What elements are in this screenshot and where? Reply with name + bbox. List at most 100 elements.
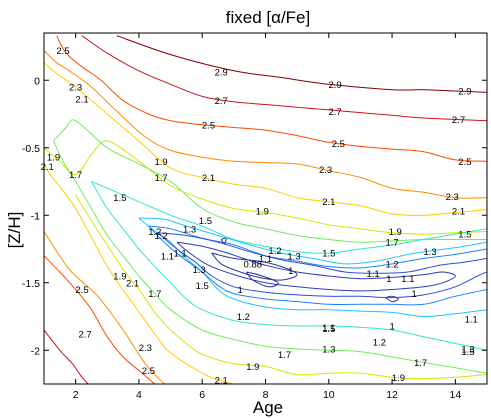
contour-line-2_5: [44, 255, 156, 384]
contour-line-2_3: [44, 50, 487, 199]
contour-label: 1.7: [154, 173, 167, 184]
chart-title: fixed [α/Fe]: [226, 8, 310, 27]
contour-label: 2.7: [328, 107, 341, 118]
contour-label: 2.9: [215, 68, 228, 79]
contour-label: 2.5: [75, 285, 88, 296]
contour-label: 1.2: [237, 312, 250, 323]
y-tick-label: -2: [31, 345, 40, 357]
contour-label: 1.1: [465, 315, 478, 326]
contour-label: 1.7: [414, 358, 427, 369]
contour-line-1: [176, 241, 456, 292]
contour-line-1_3: [138, 217, 487, 265]
contour-label: 2.3: [446, 192, 459, 203]
contour-line-0_88: [246, 271, 279, 288]
contour-label: 1.9: [47, 153, 60, 164]
contour-line-2_1: [44, 62, 487, 216]
y-tick-label: -0.5: [22, 143, 40, 155]
contour-line-0_88: [220, 237, 227, 245]
contour-line-1_5: [91, 181, 487, 351]
contour-label: 1.7: [69, 170, 82, 181]
contour-label: 2.3: [139, 343, 152, 354]
contour-label: 1.9: [154, 157, 167, 168]
contour-label: 2.9: [458, 87, 471, 98]
contour-label: 1.2: [154, 231, 167, 242]
contour-label: 1.3: [183, 224, 196, 235]
contour-label: 2.1: [215, 375, 228, 386]
contour-label: 2.1: [75, 95, 88, 106]
contour-label: 1.7: [385, 238, 398, 249]
contour-label: 1.1: [259, 254, 272, 265]
x-tick-label: 6: [199, 389, 205, 401]
contour-line-2_7: [81, 35, 487, 122]
contour-line-2_5: [56, 35, 487, 162]
contour-label: 1.3: [322, 344, 335, 355]
contour-label: 1.5: [113, 193, 126, 204]
contour-line-1_2: [148, 225, 487, 306]
contour-line-2_3: [44, 231, 165, 384]
contour-label: 2.1: [126, 278, 139, 289]
contour-label: 1.5: [322, 324, 335, 335]
contour-line-1_1: [157, 232, 487, 299]
x-tick-label: 8: [263, 389, 269, 401]
contour-label: 1.1: [173, 249, 186, 260]
x-axis-ticks: 2 4 6 8 10 12 14: [73, 33, 462, 401]
contour-line-1_1: [157, 232, 487, 274]
y-tick-label: -1.5: [22, 278, 40, 290]
contour-line-2_9: [116, 35, 487, 93]
contour-label: 1: [412, 289, 417, 300]
contour-label: 1.1: [161, 251, 174, 262]
contour-label: 1.2: [385, 259, 398, 270]
contour-label: 2.1: [202, 173, 215, 184]
contour-line-1_7: [53, 119, 487, 243]
contour-label: 2.5: [332, 139, 345, 150]
y-tick-label: 0: [34, 75, 40, 87]
x-tick-label: 12: [386, 389, 398, 401]
contour-label: 2.7: [452, 115, 465, 126]
contour-label: 1.2: [148, 227, 161, 238]
contour-label: 1.3: [461, 344, 474, 355]
contour-label: 1.7: [278, 350, 291, 361]
contour-label: 1.9: [246, 362, 259, 373]
contour-label: 1.1: [322, 323, 335, 334]
contour-label: 2.7: [78, 330, 91, 341]
contour-label: 2.3: [319, 165, 332, 176]
x-tick-label: 14: [450, 389, 462, 401]
contour-label: 2.9: [328, 80, 341, 91]
contour-label: 1.2: [373, 338, 386, 349]
contour-line-1_5: [91, 181, 487, 254]
contour-label: 2.3: [69, 83, 82, 94]
x-tick-label: 4: [136, 389, 142, 401]
contour-label: 1: [386, 274, 391, 285]
contour-label: 0.88: [244, 259, 263, 270]
contour-label: 1.2: [268, 246, 281, 257]
contour-line-1_9: [44, 140, 487, 235]
contour-label: 1: [389, 321, 394, 332]
y-tick-label: -1: [31, 210, 40, 222]
contour-lines: [44, 35, 487, 384]
contour-label: 2.5: [202, 120, 215, 131]
contour-line-2_1: [44, 163, 235, 384]
contour-label: 2.5: [142, 366, 155, 377]
contour-label: 2.7: [215, 96, 228, 107]
contour-line-2_7: [44, 329, 89, 384]
contour-label: 1.3: [287, 251, 300, 262]
contour-line-0_88: [211, 252, 298, 281]
contour-label: 2.1: [452, 207, 465, 218]
contour-label: 1.3: [423, 247, 436, 258]
contour-label: 1.5: [322, 249, 335, 260]
contour-labels: 2.92.92.92.72.72.72.52.52.52.32.32.12.12…: [41, 46, 478, 386]
contour-label: 1.1: [366, 269, 379, 280]
contour-label: 1.9: [392, 373, 405, 384]
x-tick-label: 2: [73, 389, 79, 401]
contour-label: 1.9: [256, 207, 269, 218]
contour-label: 1.3: [192, 265, 205, 276]
contour-label: 2.5: [458, 157, 471, 168]
y-axis-ticks: 0 -0.5 -1 -1.5 -2: [22, 75, 487, 357]
x-tick-label: 10: [323, 389, 335, 401]
contour-label: 1.9: [389, 227, 402, 238]
contour-label: 1: [238, 285, 243, 296]
contour-label: 1.1: [401, 274, 414, 285]
contour-label: 1.5: [199, 216, 212, 227]
contour-label: 1.5: [458, 230, 471, 241]
